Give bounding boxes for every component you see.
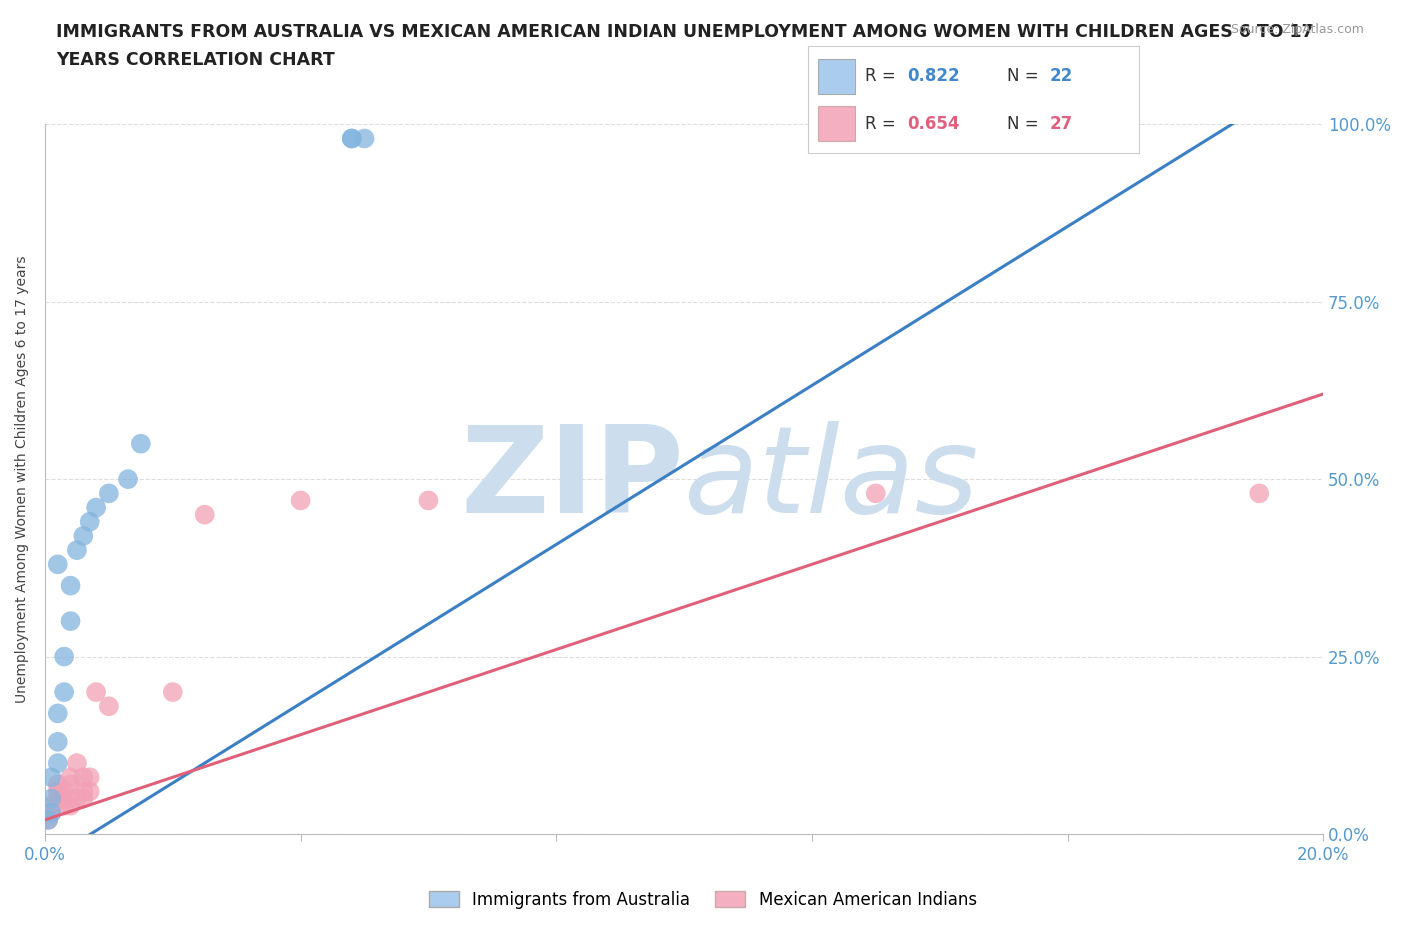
Point xyxy=(53,684,76,699)
Point xyxy=(59,777,82,791)
Point xyxy=(84,684,107,699)
Point xyxy=(46,784,69,799)
Point xyxy=(290,493,312,508)
Point xyxy=(41,770,63,785)
Point xyxy=(72,784,94,799)
Text: R =: R = xyxy=(865,68,901,86)
Point xyxy=(59,578,82,593)
Point xyxy=(162,684,184,699)
Point xyxy=(46,777,69,791)
Point xyxy=(72,770,94,785)
Point xyxy=(72,528,94,543)
Point xyxy=(53,649,76,664)
Point xyxy=(353,131,375,146)
Point xyxy=(117,472,139,486)
Point xyxy=(194,507,217,522)
Point xyxy=(46,756,69,771)
Point xyxy=(41,798,63,813)
Point xyxy=(79,784,101,799)
Point xyxy=(53,784,76,799)
Text: IMMIGRANTS FROM AUSTRALIA VS MEXICAN AMERICAN INDIAN UNEMPLOYMENT AMONG WOMEN WI: IMMIGRANTS FROM AUSTRALIA VS MEXICAN AME… xyxy=(56,23,1313,41)
Point xyxy=(129,436,152,451)
Point xyxy=(53,791,76,806)
Text: Source: ZipAtlas.com: Source: ZipAtlas.com xyxy=(1230,23,1364,36)
Point xyxy=(66,756,89,771)
Point xyxy=(41,805,63,820)
Point xyxy=(66,543,89,558)
Point xyxy=(97,698,120,713)
Point xyxy=(340,131,363,146)
Text: R =: R = xyxy=(865,114,901,132)
Point xyxy=(59,770,82,785)
Point xyxy=(97,486,120,501)
Y-axis label: Unemployment Among Women with Children Ages 6 to 17 years: Unemployment Among Women with Children A… xyxy=(15,256,30,703)
Text: N =: N = xyxy=(1007,68,1043,86)
Point xyxy=(865,486,887,501)
Point xyxy=(66,791,89,806)
Text: YEARS CORRELATION CHART: YEARS CORRELATION CHART xyxy=(56,51,335,69)
Point xyxy=(46,735,69,750)
Point xyxy=(46,557,69,572)
Point xyxy=(79,770,101,785)
Text: 22: 22 xyxy=(1050,68,1073,86)
Bar xyxy=(818,60,855,94)
Point xyxy=(59,798,82,813)
Point xyxy=(418,493,440,508)
Point xyxy=(41,791,63,806)
Point xyxy=(340,131,363,146)
Point xyxy=(37,813,59,828)
Point xyxy=(79,514,101,529)
Legend: Immigrants from Australia, Mexican American Indians: Immigrants from Australia, Mexican Ameri… xyxy=(420,883,986,917)
Point xyxy=(59,614,82,629)
Text: ZIP: ZIP xyxy=(460,420,685,538)
Bar xyxy=(818,106,855,140)
Text: N =: N = xyxy=(1007,114,1043,132)
Text: atlas: atlas xyxy=(685,420,980,538)
Text: 0.654: 0.654 xyxy=(908,114,960,132)
Point xyxy=(84,500,107,515)
Point xyxy=(37,813,59,828)
Point xyxy=(46,706,69,721)
Text: 0.822: 0.822 xyxy=(908,68,960,86)
Point xyxy=(53,798,76,813)
Point xyxy=(46,791,69,806)
Text: 27: 27 xyxy=(1050,114,1073,132)
Point xyxy=(72,791,94,806)
Point xyxy=(41,805,63,820)
Point xyxy=(1249,486,1271,501)
